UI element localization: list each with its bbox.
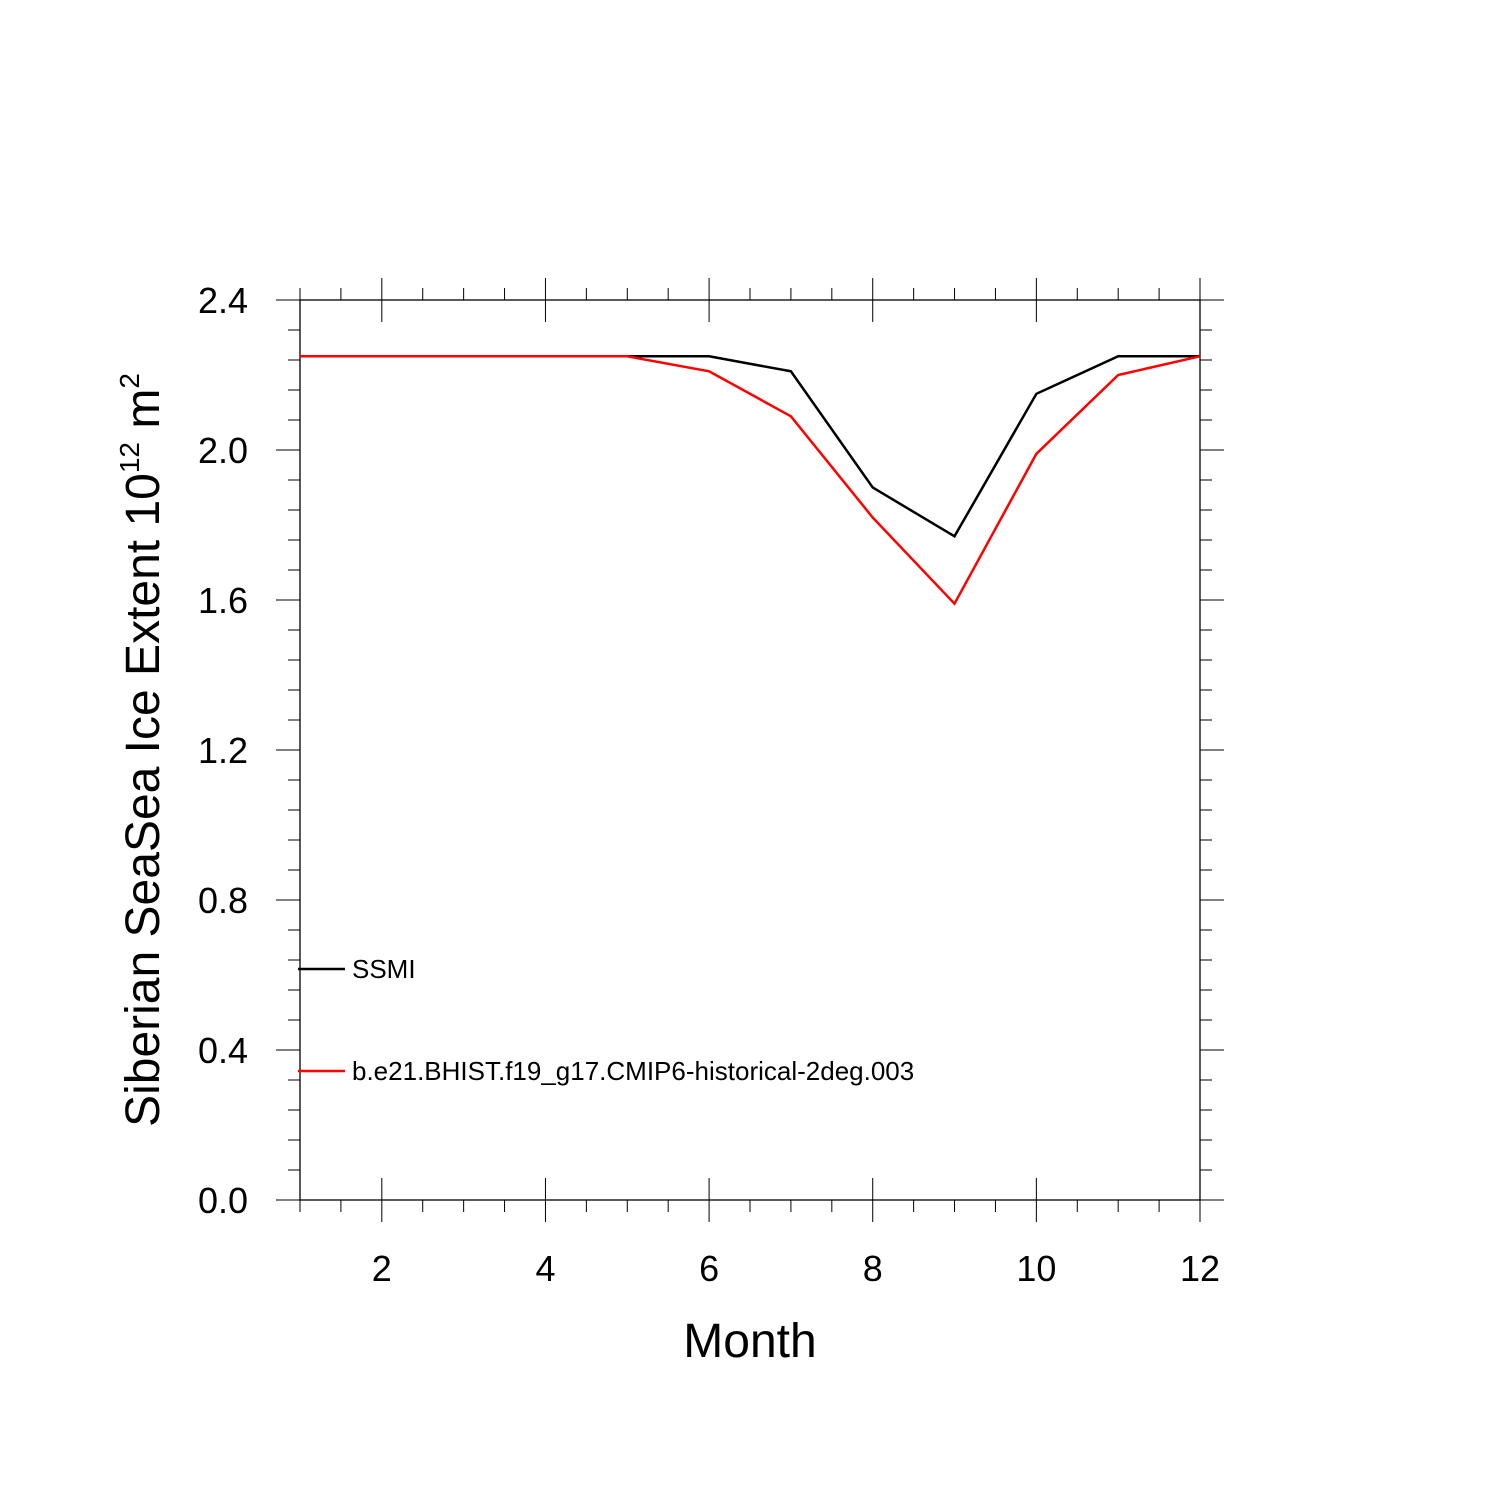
y-tick-label: 1.6 [198, 580, 248, 621]
x-tick-label: 8 [863, 1248, 883, 1289]
series-line-2 [300, 355, 1201, 606]
x-tick-label: 12 [1180, 1248, 1220, 1289]
x-axis-title: Month [683, 1315, 816, 1368]
axes: 2 4 6 8 10 12 0.0 0.4 0.8 1.2 1.6 2.0 2.4 [198, 278, 1224, 1289]
y-tick-label: 0.4 [198, 1030, 248, 1071]
x-tick-label: 10 [1016, 1248, 1056, 1289]
y-axis-title-unit: m [117, 389, 170, 442]
y-axis-title-exponent: 12 [114, 442, 145, 473]
legend-label-2: b.e21.BHIST.f19_g17.CMIP6-historical-2de… [352, 1056, 914, 1086]
y-tick-label: 2.4 [198, 280, 248, 321]
y-tick-label: 2.0 [198, 430, 248, 471]
series-lines [300, 355, 1201, 606]
legend-label-1: SSMI [352, 954, 416, 984]
y-tick-label: 1.2 [198, 730, 248, 771]
x-tick-label: 4 [535, 1248, 555, 1289]
y-tick-label: 0.0 [198, 1180, 248, 1221]
y-tick-label: 0.8 [198, 880, 248, 921]
series-line-1 [300, 355, 1200, 539]
y-axis-title-text: Siberian SeaSea Ice Extent 10 [117, 473, 170, 1127]
y-axis-title-unit-exponent: 2 [114, 373, 145, 389]
y-axis-title: Siberian SeaSea Ice Extent 1012 m2 [114, 373, 170, 1127]
x-tick-label: 2 [372, 1248, 392, 1289]
x-tick-label: 6 [699, 1248, 719, 1289]
legend: SSMI b.e21.BHIST.f19_g17.CMIP6-historical… [298, 954, 914, 1086]
